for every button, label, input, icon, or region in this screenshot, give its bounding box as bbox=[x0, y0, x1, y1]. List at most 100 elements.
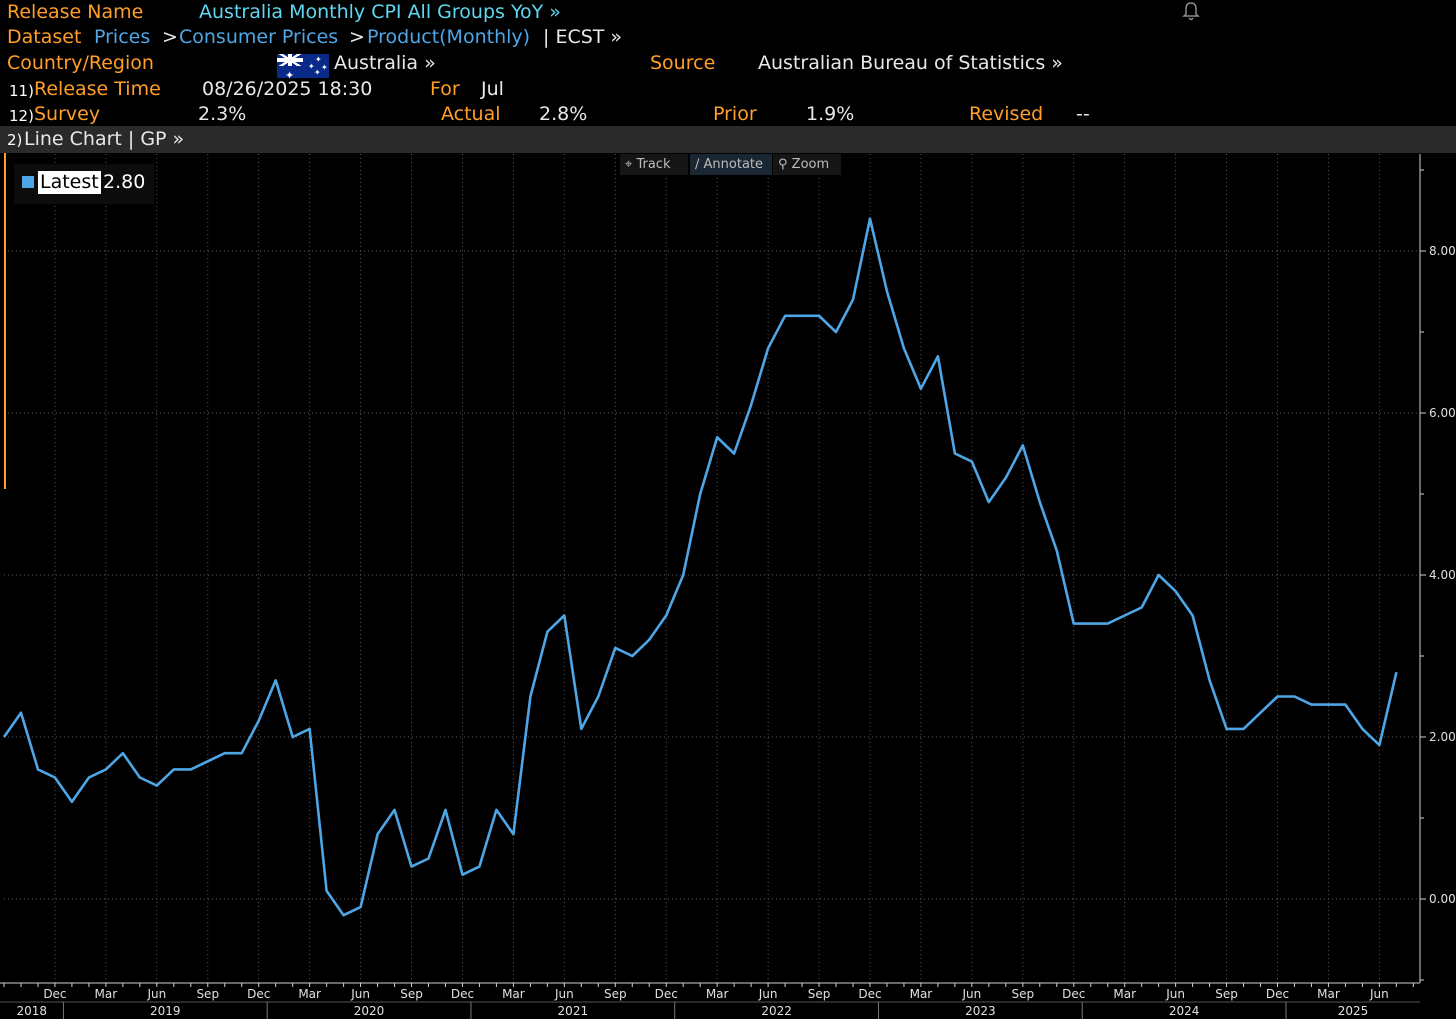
survey-value: 2.3% bbox=[198, 103, 247, 125]
data-point bbox=[206, 759, 210, 763]
y-tick-label: 4.00 bbox=[1429, 568, 1456, 582]
data-point bbox=[1259, 711, 1263, 715]
x-tick-label: Sep bbox=[1011, 987, 1034, 1001]
data-point bbox=[1038, 500, 1042, 504]
bell-icon[interactable] bbox=[1180, 0, 1202, 22]
y-tick-label: 0.00 bbox=[1429, 892, 1456, 906]
x-tick-label: Sep bbox=[400, 987, 423, 1001]
data-point bbox=[376, 832, 380, 836]
data-point bbox=[308, 727, 312, 731]
data-point bbox=[936, 354, 940, 358]
x-tick-label: Mar bbox=[706, 987, 729, 1001]
data-point bbox=[1326, 703, 1330, 707]
data-point bbox=[919, 387, 923, 391]
data-point bbox=[834, 330, 838, 334]
data-point bbox=[885, 290, 889, 294]
breadcrumb-product-monthly[interactable]: Product(Monthly) bbox=[367, 26, 531, 48]
actual-label: Actual bbox=[441, 103, 501, 125]
data-point bbox=[868, 217, 872, 221]
data-point bbox=[121, 751, 125, 755]
data-point bbox=[1225, 727, 1229, 731]
data-point bbox=[749, 403, 753, 407]
zoom-label: Zoom bbox=[791, 157, 830, 172]
country-value[interactable]: Australia » bbox=[334, 52, 436, 74]
data-point bbox=[528, 695, 532, 699]
data-point bbox=[1072, 622, 1076, 626]
x-year-label: 2023 bbox=[965, 1004, 996, 1018]
data-point bbox=[104, 767, 108, 771]
data-point bbox=[647, 638, 651, 642]
data-point bbox=[902, 346, 906, 350]
data-point bbox=[1208, 678, 1212, 682]
data-point bbox=[953, 452, 957, 456]
annotate-button[interactable]: ∕ Annotate bbox=[690, 154, 772, 175]
release-time-value: 08/26/2025 18:30 bbox=[202, 78, 373, 100]
x-tick-label: Mar bbox=[298, 987, 321, 1001]
breadcrumb-consumer-prices[interactable]: Consumer Prices bbox=[179, 26, 339, 48]
data-point bbox=[342, 913, 346, 917]
x-tick-label: Dec bbox=[1062, 987, 1085, 1001]
for-value: Jul bbox=[481, 78, 504, 100]
zoom-button[interactable]: ⚲ Zoom bbox=[773, 154, 841, 175]
prior-value: 1.9% bbox=[806, 103, 855, 125]
release-time-number[interactable]: 11) bbox=[9, 82, 34, 100]
data-point bbox=[70, 800, 74, 804]
chart-left-marker bbox=[4, 153, 6, 489]
for-label: For bbox=[430, 78, 460, 100]
data-point bbox=[257, 719, 261, 723]
data-point bbox=[1343, 703, 1347, 707]
data-point bbox=[664, 614, 668, 618]
survey-label[interactable]: Survey bbox=[34, 103, 101, 125]
chart-grid bbox=[4, 154, 1420, 983]
x-year-label: 2024 bbox=[1169, 1004, 1200, 1018]
release-time-label[interactable]: Release Time bbox=[34, 78, 161, 100]
release-name-link[interactable]: Australia Monthly CPI All Groups YoY » bbox=[199, 1, 561, 23]
x-tick-label: Jun bbox=[1369, 987, 1389, 1001]
chart-bar-label[interactable]: Line Chart | GP » bbox=[24, 128, 185, 150]
data-point bbox=[681, 573, 685, 577]
x-year-label: 2021 bbox=[558, 1004, 589, 1018]
x-year-label: 2019 bbox=[150, 1004, 181, 1018]
prior-label: Prior bbox=[713, 103, 757, 125]
x-year-label: 2018 bbox=[16, 1004, 47, 1018]
chart-bar-number[interactable]: 2) bbox=[7, 131, 23, 149]
data-point bbox=[970, 460, 974, 464]
data-point bbox=[494, 808, 498, 812]
x-tick-label: Sep bbox=[808, 987, 831, 1001]
survey-number[interactable]: 12) bbox=[9, 107, 34, 125]
data-point bbox=[155, 784, 159, 788]
source-value[interactable]: Australian Bureau of Statistics » bbox=[758, 52, 1063, 74]
breadcrumb-prices[interactable]: Prices bbox=[94, 26, 151, 48]
y-tick-label: 2.00 bbox=[1429, 730, 1456, 744]
x-tick-label: Jun bbox=[146, 987, 166, 1001]
x-tick-label: Dec bbox=[858, 987, 881, 1001]
y-tick-label: 8.00 bbox=[1429, 244, 1456, 258]
data-point bbox=[613, 646, 617, 650]
chart-legend[interactable]: Latest 2.80 bbox=[14, 164, 154, 204]
track-button[interactable]: ⌖ Track bbox=[620, 154, 688, 175]
series-line-latest bbox=[2, 217, 1398, 917]
data-point bbox=[443, 808, 447, 812]
breadcrumb-separator: > bbox=[162, 26, 178, 48]
header-row-dataset: Dataset Prices > Consumer Prices > Produ… bbox=[0, 25, 1456, 51]
data-point bbox=[987, 500, 991, 504]
data-point bbox=[291, 735, 295, 739]
x-tick-label: Mar bbox=[95, 987, 118, 1001]
y-axis: 0.00 2.00 4.00 6.00 8.00 bbox=[1419, 154, 1456, 983]
data-point bbox=[817, 314, 821, 318]
data-point bbox=[36, 767, 40, 771]
data-point bbox=[1309, 703, 1313, 707]
data-point bbox=[393, 808, 397, 812]
dataset-suffix[interactable]: | ECST » bbox=[543, 26, 623, 48]
x-year-label: 2022 bbox=[761, 1004, 792, 1018]
x-axis: Dec Mar Jun Sep Dec Mar Jun Sep Dec Mar Jun Sep Dec M… bbox=[0, 982, 1420, 1019]
data-point bbox=[1292, 695, 1296, 699]
x-tick-label: Dec bbox=[451, 987, 474, 1001]
data-point bbox=[545, 630, 549, 634]
legend-swatch bbox=[22, 176, 34, 188]
data-point bbox=[138, 776, 142, 780]
data-point bbox=[1174, 589, 1178, 593]
data-point bbox=[427, 857, 431, 861]
magnifier-icon: ⚲ bbox=[778, 157, 788, 172]
